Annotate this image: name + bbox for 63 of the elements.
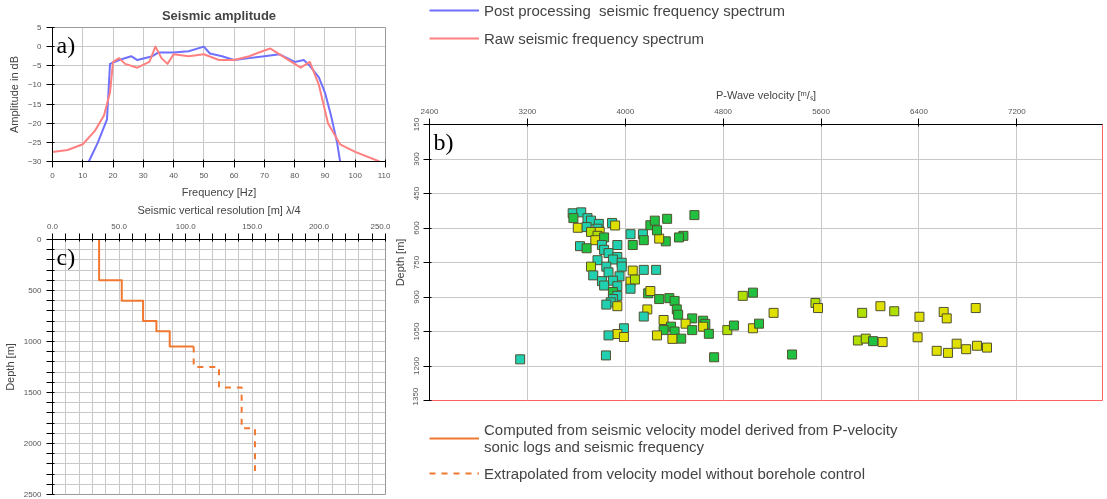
y-axis-title: Amplitude in dB: [7, 55, 20, 134]
y-axis-title: Depth [m]: [393, 238, 406, 287]
x-tick-label: 4800: [714, 106, 733, 116]
x-tick-label: 60: [229, 170, 240, 180]
y-tick-label: 450: [411, 186, 421, 201]
y-tick-label: 5: [37, 23, 43, 32]
x-tick-label: 30: [138, 170, 149, 180]
chart-title: Seismic amplitude: [161, 7, 277, 23]
x-tick-label: 6400: [910, 106, 929, 116]
y-tick-label: 150: [411, 117, 421, 132]
x-tick-label: 7200: [1007, 106, 1027, 116]
y-tick-label: −25: [27, 137, 43, 147]
x-axis-title: P-Wave velocity [ᵐ/ₛ]: [716, 88, 816, 101]
line-series: [87, 45, 342, 162]
annotation: a): [56, 31, 76, 58]
x-tick-label: 20: [108, 170, 119, 180]
y-tick-label: −5: [32, 61, 43, 71]
annotation: c): [56, 243, 76, 270]
x-tick-label: 0.0: [46, 221, 59, 231]
y-tick-label: 0: [37, 42, 43, 52]
y-tick-label: 600: [411, 220, 421, 235]
y-tick-label: 0: [37, 235, 43, 244]
x-tick-label: 40: [169, 170, 179, 180]
x-tick-label: 110: [377, 170, 392, 180]
x-tick-label: 250.0: [370, 221, 392, 231]
y-axis-title: Depth [m]: [3, 343, 16, 391]
legend-label: Raw seismic frequency spectrum: [484, 29, 705, 47]
y-tick-label: −30: [27, 157, 43, 166]
y-tick-label: −10: [27, 80, 43, 90]
x-axis-title: Seismic vertical resolution [m] λ/4: [137, 203, 301, 216]
x-tick-label: 50: [199, 170, 209, 180]
y-tick-label: 1050: [411, 322, 421, 341]
x-axis-title: Frequency [Hz]: [181, 185, 257, 198]
x-tick-label: 80: [290, 170, 300, 180]
y-tick-label: 300: [411, 151, 421, 166]
x-tick-label: 3200: [518, 106, 537, 116]
x-tick-label: 2400: [420, 106, 439, 116]
y-tick-label: 500: [28, 286, 43, 295]
x-tick-label: 100: [348, 170, 363, 180]
x-tick-label: 10: [78, 170, 88, 180]
x-tick-label: 4000: [616, 106, 635, 116]
y-tick-label: −20: [27, 118, 43, 128]
y-tick-label: 2500: [23, 490, 43, 499]
x-tick-label: 50.0: [111, 221, 128, 231]
legend-label: Computed from seismic velocity model derived from P-velocity sonic logs and seismic frequency: [484, 421, 898, 455]
x-tick-label: 5600: [812, 106, 831, 116]
x-tick-label: 0: [50, 170, 56, 180]
x-tick-label: 90: [320, 170, 330, 180]
y-tick-label: 900: [411, 289, 421, 304]
legend-label: Extrapolated from velocity model without borehole control: [484, 464, 866, 482]
x-tick-label: 200.0: [308, 221, 330, 231]
x-tick-label: 70: [259, 170, 270, 180]
y-tick-label: 1350: [411, 387, 421, 406]
y-tick-label: 1200: [411, 356, 421, 375]
legend-label: Post processing seismic frequency spectrum: [484, 1, 785, 19]
y-tick-label: 750: [411, 255, 421, 270]
y-tick-label: 1500: [23, 388, 43, 397]
y-tick-label: −15: [27, 99, 43, 109]
y-tick-label: 1000: [23, 337, 43, 346]
annotation: b): [433, 128, 454, 155]
x-tick-label: 100.0: [175, 221, 197, 231]
y-tick-label: 2000: [23, 439, 43, 448]
x-tick-label: 150.0: [242, 221, 263, 231]
